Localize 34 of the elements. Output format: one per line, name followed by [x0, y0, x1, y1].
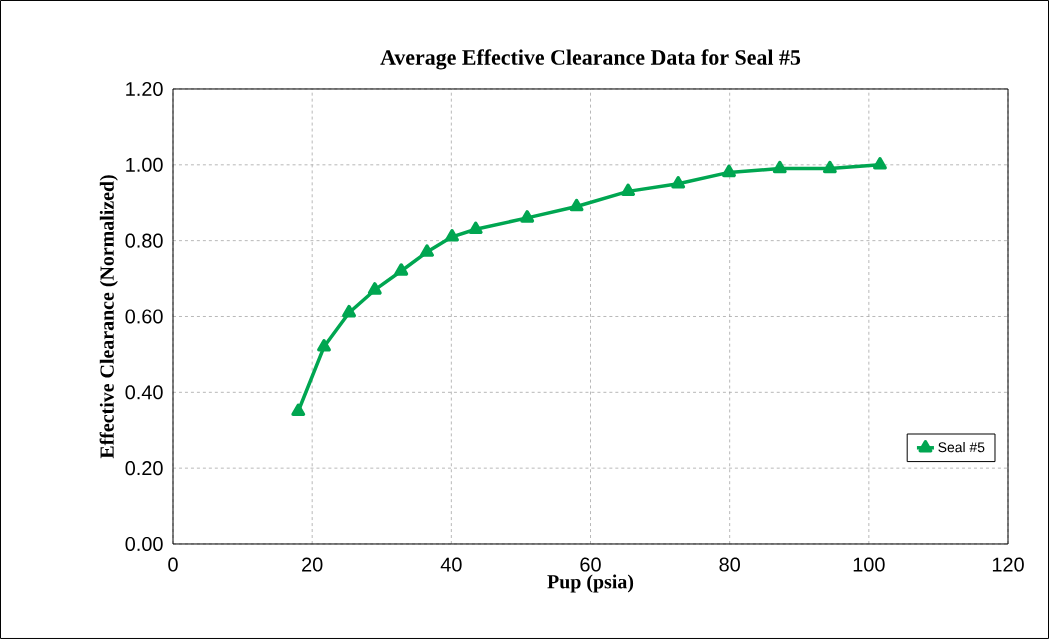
- x-tick-label: 80: [719, 557, 740, 572]
- x-tick-label: 0: [168, 557, 178, 572]
- y-tick-label: 1.00: [126, 157, 163, 172]
- y-tick-label: 0.00: [125, 536, 163, 552]
- point: [772, 160, 787, 174]
- point: [342, 304, 356, 318]
- point: [317, 339, 331, 352]
- point: [291, 403, 306, 417]
- y-tick-label: 0.60: [125, 309, 163, 324]
- y-tick-label: 0.20: [125, 461, 163, 476]
- legend-label: Seal #5: [938, 441, 985, 453]
- y-tick-label: 1.20: [126, 81, 163, 97]
- point: [394, 263, 409, 276]
- y-axis-title: Effective Clearance (Normalized): [99, 175, 118, 459]
- point: [468, 221, 483, 235]
- point: [520, 210, 535, 223]
- point: [873, 157, 887, 170]
- point: [671, 176, 686, 189]
- point: [420, 244, 434, 257]
- x-tick-label: 40: [440, 557, 462, 572]
- x-tick-label: 120: [992, 557, 1024, 572]
- point: [722, 164, 736, 178]
- chart-title: Average Effective Clearance Data for Seal #5: [380, 49, 801, 70]
- point: [445, 229, 459, 242]
- x-axis-title: Pup (psia): [547, 574, 634, 593]
- x-tick-label: 20: [302, 557, 323, 572]
- x-tick-label: 100: [853, 557, 885, 572]
- point: [621, 183, 636, 197]
- point: [367, 282, 382, 295]
- y-tick-label: 0.40: [125, 385, 163, 400]
- point: [569, 198, 584, 212]
- x-tick-label: 60: [580, 557, 601, 572]
- y-tick-label: 0.80: [125, 233, 163, 248]
- point: [822, 160, 837, 174]
